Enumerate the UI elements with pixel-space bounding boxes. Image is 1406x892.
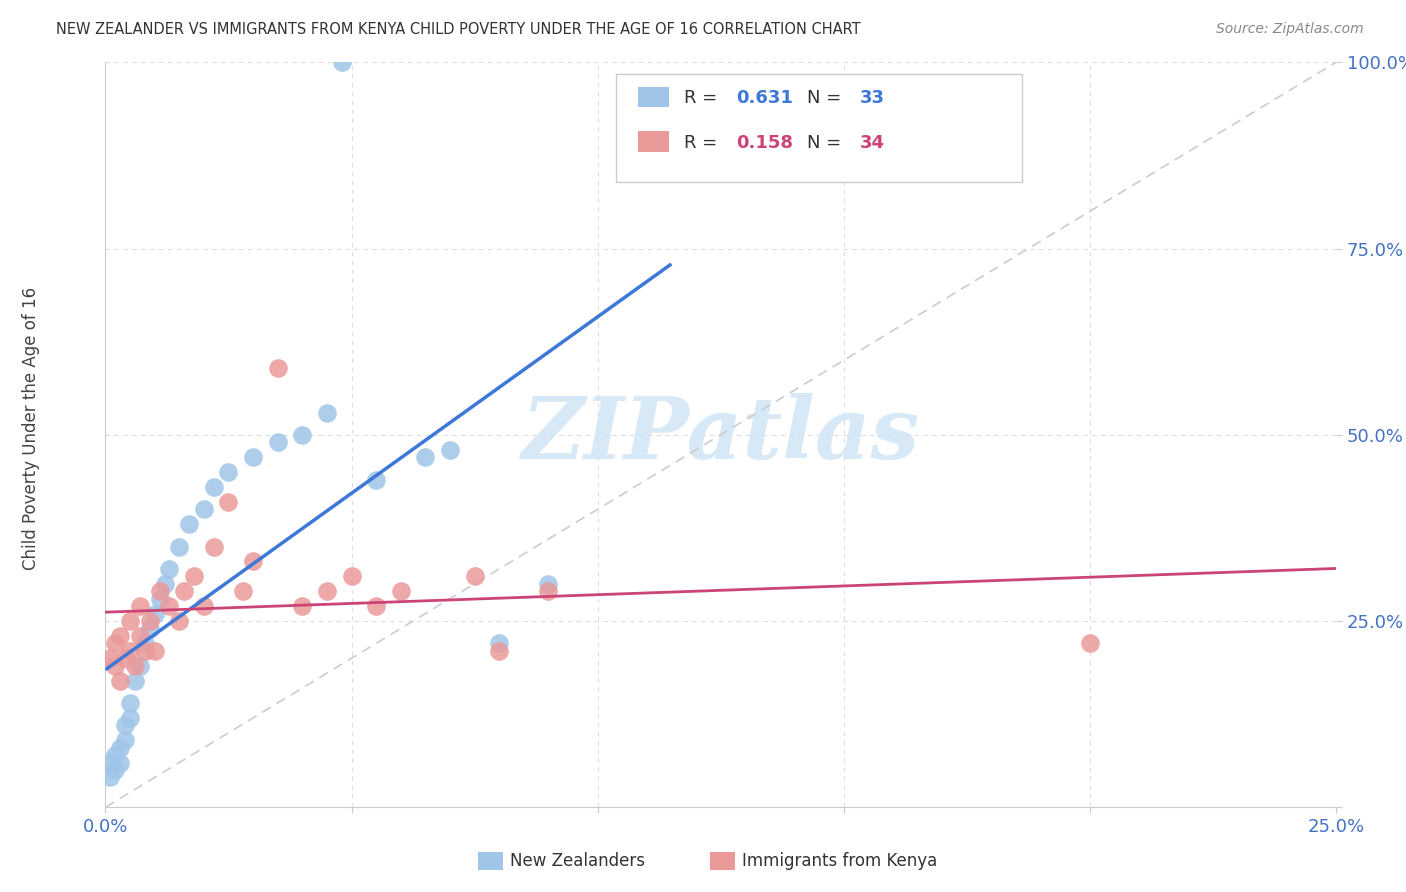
Point — [267, 435, 290, 450]
Point — [129, 658, 152, 673]
Point — [291, 599, 314, 614]
Point — [110, 629, 132, 643]
Point — [124, 673, 146, 688]
Point — [202, 540, 225, 554]
Point — [169, 614, 191, 628]
Point — [114, 718, 136, 732]
Point — [291, 428, 314, 442]
Text: 33: 33 — [859, 89, 884, 107]
Point — [537, 577, 560, 591]
Point — [120, 614, 141, 628]
Text: N =: N = — [807, 89, 846, 107]
Point — [98, 771, 122, 785]
Text: 34: 34 — [859, 134, 884, 152]
Bar — [638, 131, 669, 152]
Point — [232, 584, 254, 599]
Text: Source: ZipAtlas.com: Source: ZipAtlas.com — [1216, 22, 1364, 37]
Text: Child Poverty Under the Age of 16: Child Poverty Under the Age of 16 — [22, 286, 39, 570]
Point — [134, 644, 156, 658]
Text: 0.158: 0.158 — [737, 134, 793, 152]
Point — [104, 658, 127, 673]
Point — [537, 584, 560, 599]
Point — [218, 465, 240, 479]
Point — [138, 614, 162, 628]
Point — [1078, 636, 1101, 650]
Point — [114, 651, 136, 665]
Point — [159, 562, 180, 576]
Point — [218, 495, 240, 509]
Point — [110, 673, 132, 688]
Point — [129, 599, 152, 614]
Point — [138, 622, 162, 636]
Point — [413, 450, 436, 465]
Point — [120, 711, 141, 725]
Text: R =: R = — [683, 89, 723, 107]
Point — [183, 569, 205, 583]
Text: ZIPatlas: ZIPatlas — [522, 393, 920, 476]
Point — [114, 733, 136, 747]
Point — [143, 607, 166, 621]
Point — [104, 748, 127, 763]
Point — [153, 577, 176, 591]
Point — [340, 569, 363, 583]
Bar — [638, 87, 669, 107]
FancyBboxPatch shape — [616, 74, 1022, 182]
Point — [173, 584, 195, 599]
Point — [120, 696, 141, 710]
Text: 0.631: 0.631 — [737, 89, 793, 107]
Point — [149, 584, 172, 599]
Point — [149, 591, 172, 606]
Text: R =: R = — [683, 134, 723, 152]
Point — [134, 636, 156, 650]
Point — [98, 756, 122, 770]
Point — [202, 480, 225, 494]
Point — [488, 636, 510, 650]
Point — [120, 644, 141, 658]
Point — [104, 763, 127, 777]
Text: Immigrants from Kenya: Immigrants from Kenya — [742, 852, 938, 870]
Point — [98, 651, 122, 665]
Point — [169, 540, 191, 554]
Point — [389, 584, 412, 599]
Point — [464, 569, 486, 583]
Point — [315, 584, 337, 599]
Point — [129, 629, 152, 643]
Text: NEW ZEALANDER VS IMMIGRANTS FROM KENYA CHILD POVERTY UNDER THE AGE OF 16 CORRELA: NEW ZEALANDER VS IMMIGRANTS FROM KENYA C… — [56, 22, 860, 37]
Point — [242, 554, 264, 568]
Point — [267, 360, 290, 375]
Text: New Zealanders: New Zealanders — [510, 852, 645, 870]
Point — [179, 517, 201, 532]
Point — [366, 599, 388, 614]
Point — [104, 636, 127, 650]
Point — [439, 442, 461, 457]
Point — [110, 756, 132, 770]
Point — [366, 473, 388, 487]
Point — [110, 740, 132, 755]
Point — [124, 658, 146, 673]
Point — [488, 644, 510, 658]
Point — [315, 405, 337, 419]
Point — [330, 55, 353, 70]
Point — [193, 502, 215, 516]
Point — [193, 599, 215, 614]
Point — [143, 644, 166, 658]
Point — [242, 450, 264, 465]
Point — [159, 599, 180, 614]
Text: N =: N = — [807, 134, 846, 152]
